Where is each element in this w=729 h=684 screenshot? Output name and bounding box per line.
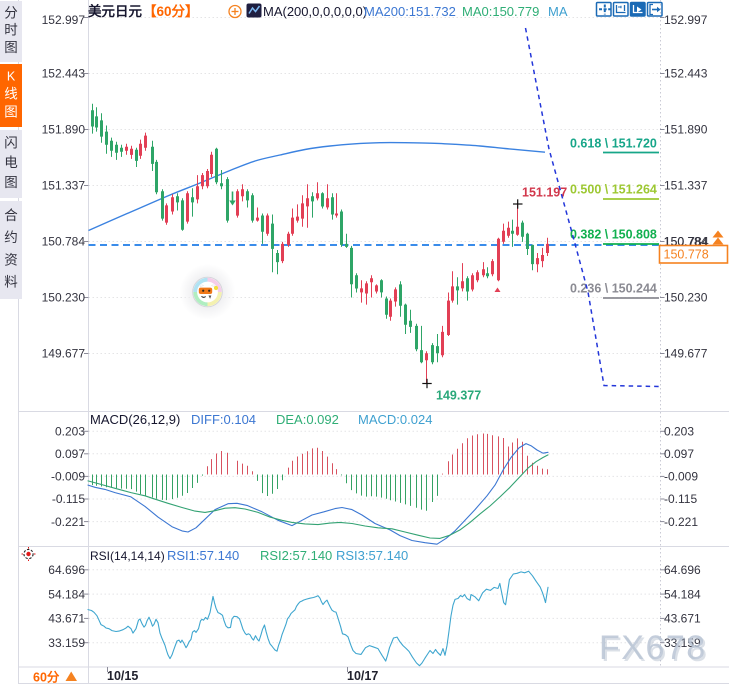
- svg-text:33.159: 33.159: [48, 636, 85, 650]
- svg-text:0.203: 0.203: [664, 425, 694, 439]
- svg-text:分: 分: [4, 5, 18, 20]
- svg-text:RSI(14,14,14): RSI(14,14,14): [90, 549, 165, 563]
- svg-text:0.618 \ 151.720: 0.618 \ 151.720: [570, 137, 657, 151]
- svg-text:MA(200,0,0,0,0,0): MA(200,0,0,0,0,0): [263, 4, 367, 19]
- svg-text:-0.221: -0.221: [51, 515, 85, 529]
- svg-text:-0.009: -0.009: [51, 470, 85, 484]
- svg-text:图: 图: [4, 105, 18, 120]
- svg-text:151.197: 151.197: [522, 186, 567, 200]
- svg-text:DIFF:0.104: DIFF:0.104: [191, 412, 256, 427]
- svg-text:图: 图: [4, 40, 18, 55]
- svg-text:43.671: 43.671: [664, 612, 701, 626]
- svg-text:60分: 60分: [33, 670, 60, 684]
- svg-text:闪: 闪: [4, 136, 18, 151]
- svg-text:约: 约: [4, 230, 18, 245]
- svg-text:-0.009: -0.009: [664, 470, 698, 484]
- svg-text:150.778: 150.778: [664, 248, 709, 262]
- svg-text:64.696: 64.696: [48, 563, 85, 577]
- svg-text:0.097: 0.097: [55, 447, 85, 461]
- svg-text:150.230: 150.230: [664, 291, 708, 305]
- svg-text:149.677: 149.677: [42, 347, 86, 361]
- svg-text:151.337: 151.337: [42, 179, 86, 193]
- svg-text:RSI3:57.140: RSI3:57.140: [336, 548, 408, 563]
- svg-text:FX678: FX678: [599, 629, 707, 667]
- svg-text:151.890: 151.890: [42, 123, 86, 137]
- svg-text:152.997: 152.997: [42, 13, 86, 27]
- svg-text:图: 图: [4, 175, 18, 190]
- svg-text:【60分】: 【60分】: [143, 4, 199, 19]
- svg-text:150.230: 150.230: [42, 291, 86, 305]
- svg-text:MA200:151.732: MA200:151.732: [364, 4, 456, 19]
- svg-text:0.500 \ 151.264: 0.500 \ 151.264: [570, 183, 657, 197]
- svg-text:10/17: 10/17: [347, 669, 378, 683]
- svg-text:64.696: 64.696: [664, 563, 701, 577]
- svg-text:-0.221: -0.221: [664, 515, 698, 529]
- svg-text:线: 线: [4, 87, 18, 102]
- svg-text:152.443: 152.443: [664, 67, 708, 81]
- svg-text:0.382 \ 150.808: 0.382 \ 150.808: [570, 228, 657, 242]
- svg-text:152.443: 152.443: [42, 67, 86, 81]
- svg-text:时: 时: [4, 23, 18, 38]
- svg-text:10/15: 10/15: [107, 669, 138, 683]
- svg-text:电: 电: [4, 155, 18, 170]
- svg-text:0.236 \ 150.244: 0.236 \ 150.244: [570, 282, 657, 296]
- svg-text:150.784: 150.784: [42, 235, 86, 249]
- svg-text:FX678: FX678: [601, 631, 709, 669]
- svg-text:合: 合: [4, 208, 18, 223]
- svg-text:美元日元: 美元日元: [88, 3, 142, 19]
- svg-text:MACD:0.024: MACD:0.024: [358, 412, 432, 427]
- svg-text:151.337: 151.337: [664, 179, 708, 193]
- svg-text:54.184: 54.184: [664, 587, 701, 601]
- svg-text:-0.115: -0.115: [52, 492, 85, 506]
- svg-text:43.671: 43.671: [48, 612, 85, 626]
- svg-text:RSI2:57.140: RSI2:57.140: [260, 548, 332, 563]
- svg-text:151.890: 151.890: [664, 123, 708, 137]
- svg-text:149.377: 149.377: [436, 389, 481, 403]
- svg-text:MA0:150.779: MA0:150.779: [462, 4, 539, 19]
- svg-text:0.097: 0.097: [664, 447, 694, 461]
- svg-text:149.677: 149.677: [664, 347, 708, 361]
- svg-text:54.184: 54.184: [48, 587, 85, 601]
- svg-text:MA: MA: [548, 4, 568, 19]
- svg-text:RSI1:57.140: RSI1:57.140: [167, 548, 239, 563]
- svg-text:料: 料: [4, 275, 18, 290]
- svg-text:-0.115: -0.115: [664, 492, 697, 506]
- svg-text:K: K: [7, 70, 16, 84]
- svg-text:MACD(26,12,9): MACD(26,12,9): [90, 412, 180, 427]
- svg-text:33.159: 33.159: [664, 636, 701, 650]
- svg-text:152.997: 152.997: [664, 13, 708, 27]
- svg-text:DEA:0.092: DEA:0.092: [276, 412, 339, 427]
- svg-text:0.203: 0.203: [55, 425, 85, 439]
- svg-text:资: 资: [4, 252, 18, 267]
